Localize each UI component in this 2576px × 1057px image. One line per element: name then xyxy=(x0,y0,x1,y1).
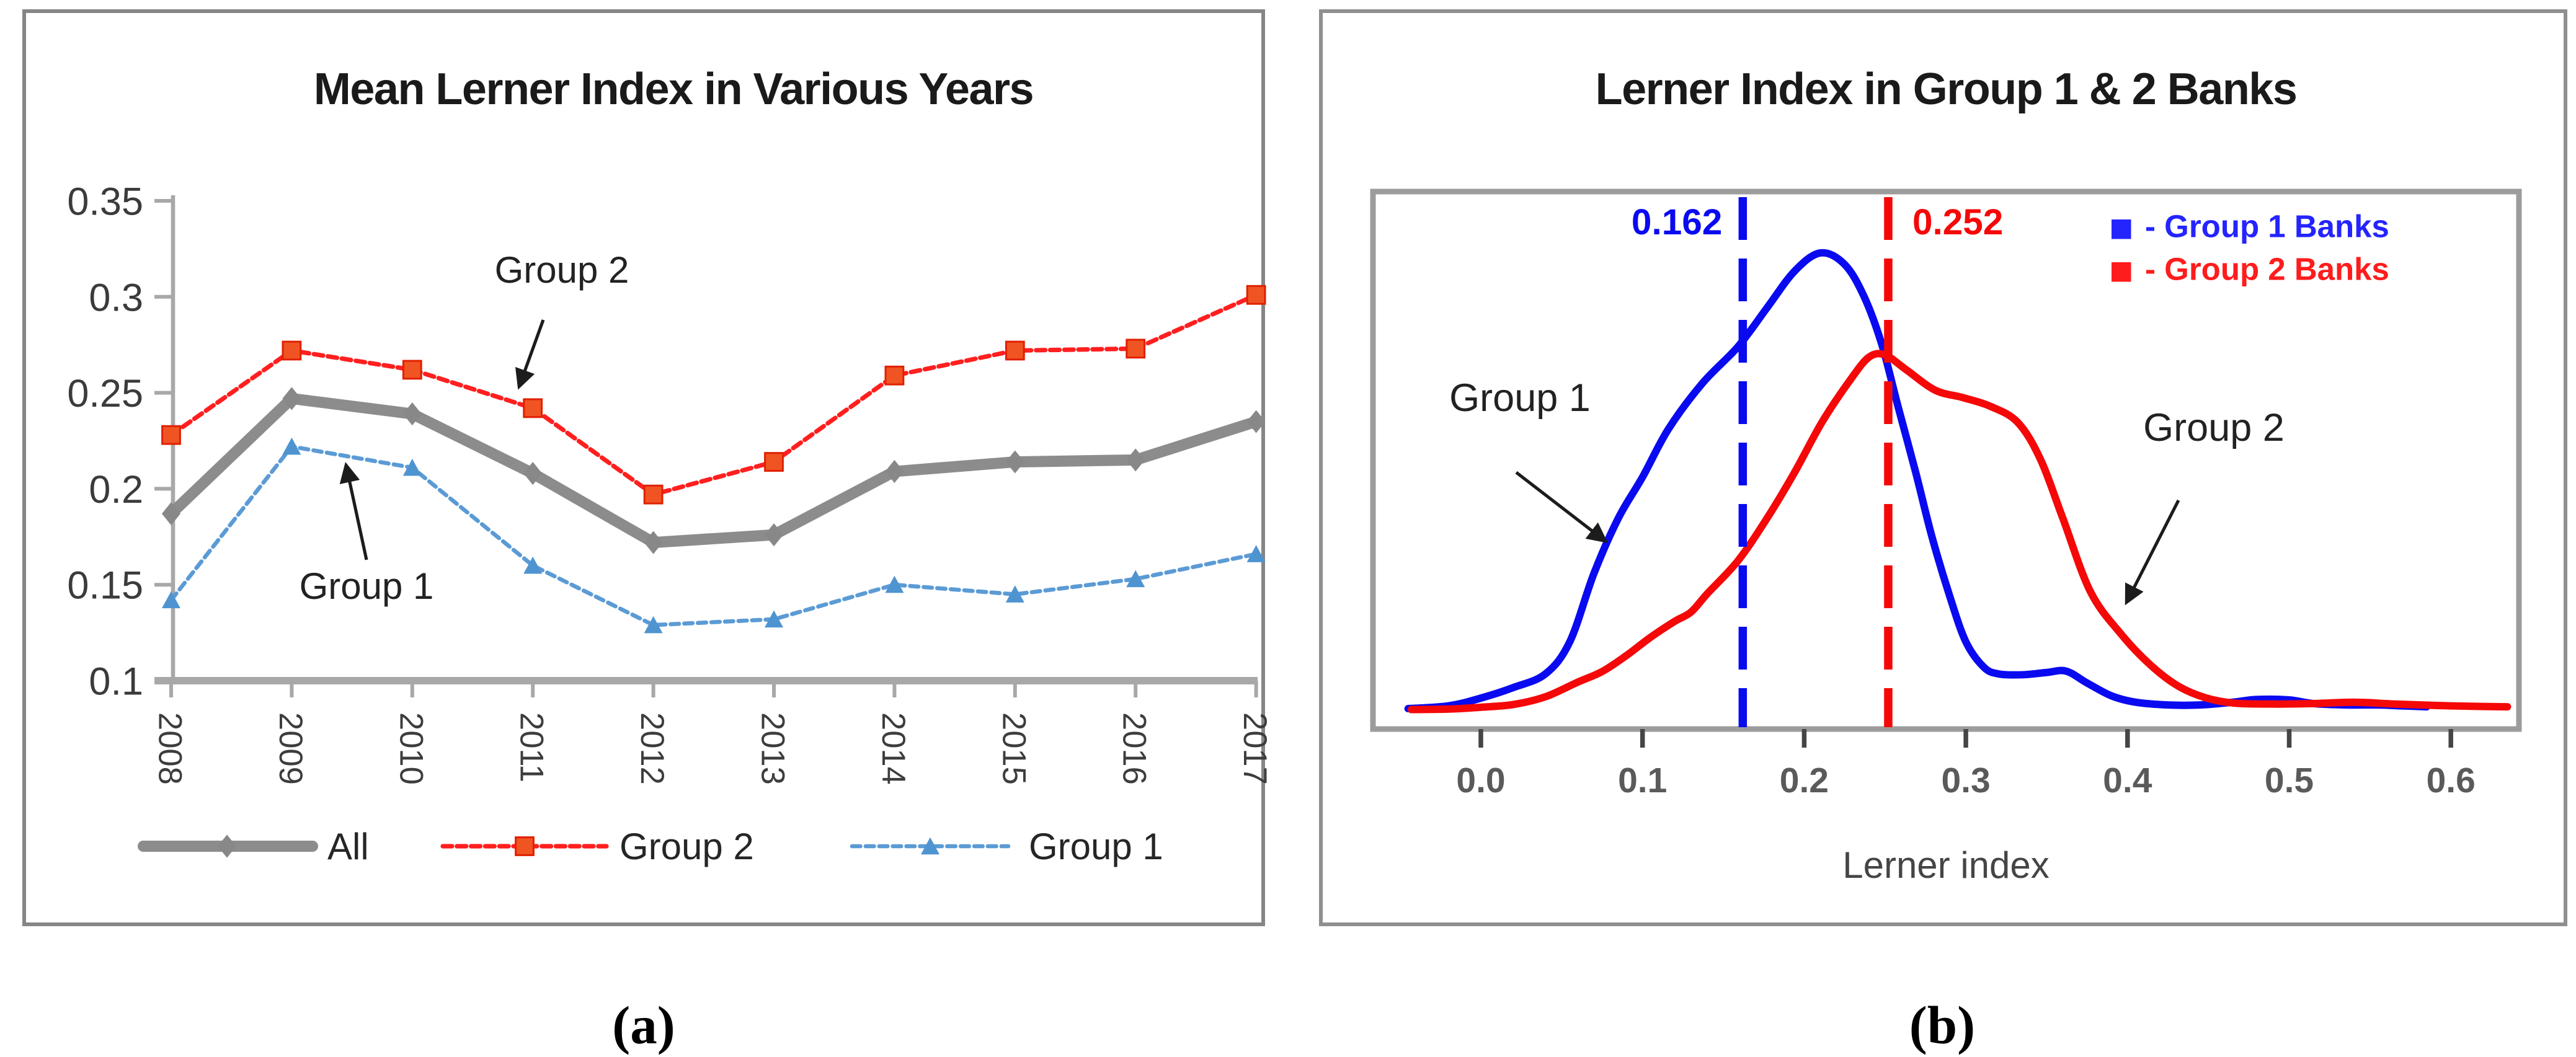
annotation-group-1: Group 1 xyxy=(300,462,434,607)
series-all xyxy=(162,387,1266,554)
svg-text:0.5: 0.5 xyxy=(2265,761,2314,800)
curve-group-2-banks xyxy=(1407,350,2512,714)
annotation-group-2: Group 2 xyxy=(495,249,629,390)
legend: - Group 1 Banks - Group 2 Banks xyxy=(2112,209,2389,287)
svg-text:Group 2: Group 2 xyxy=(495,249,629,291)
svg-text:0.3: 0.3 xyxy=(89,276,143,319)
svg-text:Group 1: Group 1 xyxy=(300,565,434,607)
svg-text:Group 1: Group 1 xyxy=(1029,826,1163,867)
svg-text:Group 2: Group 2 xyxy=(2143,406,2285,449)
svg-text:0.4: 0.4 xyxy=(2103,761,2152,800)
caption-b: (b) xyxy=(1909,997,1976,1056)
series-group-2 xyxy=(161,285,1266,505)
density-curves xyxy=(1404,249,2512,714)
svg-text:0.0: 0.0 xyxy=(1456,761,1505,800)
panel-chart-b: 0.162 0.252 - Group 1 Banks - Group 2 Banks… xyxy=(1319,9,2567,926)
svg-text:0.6: 0.6 xyxy=(2427,761,2476,800)
svg-text:2008: 2008 xyxy=(152,712,189,785)
chart-a-title: Mean Lerner Index in Various Years xyxy=(313,65,1034,115)
svg-text:Group 2: Group 2 xyxy=(620,826,754,867)
svg-text:0.2: 0.2 xyxy=(1780,761,1829,800)
annotation-group-2: Group 2 xyxy=(2125,406,2285,606)
panel-chart-a: 0.35 0.3 0.25 0.2 0.15 0.1 2008 2009 2010 2011 201… xyxy=(22,9,1269,926)
x-axis: 2008 2009 2010 2011 2012 2013 2014 2015 2016 2017 xyxy=(152,677,1269,785)
chart-b-canvas: 0.162 0.252 - Group 1 Banks - Group 2 Banks… xyxy=(1370,188,2522,886)
plot-box xyxy=(1370,188,2522,732)
svg-text:2011: 2011 xyxy=(513,712,550,782)
svg-text:0.162: 0.162 xyxy=(1632,202,1722,242)
svg-text:0.252: 0.252 xyxy=(1912,202,2003,242)
svg-text:2014: 2014 xyxy=(875,712,912,785)
svg-text:- Group 2 Banks: - Group 2 Banks xyxy=(2145,252,2389,287)
x-axis: 0.0 0.1 0.2 0.3 0.4 0.5 0.6 xyxy=(1456,729,2476,800)
svg-text:2016: 2016 xyxy=(1116,712,1153,785)
svg-text:2009: 2009 xyxy=(272,712,309,785)
svg-text:0.2: 0.2 xyxy=(89,468,143,511)
legend: All Group 2 Group 1 xyxy=(138,826,1163,867)
svg-text:- Group 1 Banks: - Group 1 Banks xyxy=(2145,209,2389,244)
caption-a: (a) xyxy=(612,997,675,1056)
series-group-1 xyxy=(162,437,1266,634)
svg-text:0.25: 0.25 xyxy=(67,372,143,415)
chart-b-title: Lerner Index in Group 1 & 2 Banks xyxy=(1595,65,2298,115)
mean-line-2: 0.252 xyxy=(1884,197,2003,727)
svg-text:2013: 2013 xyxy=(755,712,791,785)
mean-line-1: 0.162 xyxy=(1632,197,1748,727)
svg-text:0.1: 0.1 xyxy=(1618,761,1667,800)
svg-text:Group 1: Group 1 xyxy=(1449,376,1591,420)
svg-text:All: All xyxy=(327,826,369,867)
curve-group-1-banks xyxy=(1404,249,2431,713)
svg-text:0.15: 0.15 xyxy=(67,564,143,608)
svg-text:0.35: 0.35 xyxy=(67,180,143,224)
svg-text:0.3: 0.3 xyxy=(1941,761,1990,800)
svg-text:2017: 2017 xyxy=(1237,712,1269,785)
y-axis: 0.35 0.3 0.25 0.2 0.15 0.1 xyxy=(67,180,175,704)
svg-text:2012: 2012 xyxy=(634,712,670,785)
annotation-group-1: Group 1 xyxy=(1449,376,1608,544)
svg-text:0.1: 0.1 xyxy=(89,660,143,704)
x-axis-label: Lerner index xyxy=(1842,844,2050,886)
svg-text:2010: 2010 xyxy=(393,712,429,785)
svg-text:2015: 2015 xyxy=(995,712,1032,785)
